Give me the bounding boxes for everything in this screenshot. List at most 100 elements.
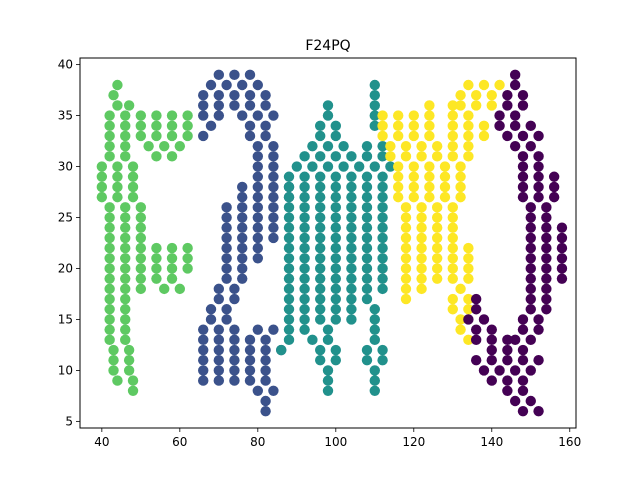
data-point [260,334,271,346]
data-point [221,273,232,284]
data-point [517,90,529,101]
data-point [315,232,326,244]
data-point [486,375,497,386]
data-point [463,110,474,121]
data-point [252,232,264,244]
data-point [198,100,209,111]
data-point [509,79,521,91]
data-point [120,263,131,274]
data-point [283,263,295,274]
data-point [517,130,529,142]
data-point [135,283,147,295]
data-point [127,375,139,386]
data-point [120,120,131,131]
data-point [112,191,123,203]
data-point [283,242,295,254]
data-point [533,151,544,162]
data-point [112,181,123,193]
data-point [315,222,326,233]
data-point [276,344,287,356]
data-point [463,253,474,264]
data-point [525,232,536,244]
data-point [377,344,388,356]
data-point [120,304,131,315]
data-point [123,344,135,356]
data-point [315,242,326,254]
data-point [166,242,178,254]
data-point [424,181,435,193]
data-point [315,293,326,305]
y-tick-label: 35 [58,109,73,123]
data-point [463,79,474,91]
data-point [252,202,264,213]
data-point [541,202,552,213]
data-point [525,253,536,264]
x-tick-label: 120 [402,435,425,449]
y-tick-label: 15 [58,312,73,326]
data-point [252,181,264,193]
data-point [330,232,341,244]
data-point [416,263,427,274]
data-point [221,304,232,315]
data-point [104,130,115,142]
data-point [268,232,279,244]
x-tick-label: 40 [94,435,109,449]
x-tick-label: 140 [480,435,503,449]
data-point [268,324,279,335]
data-point [377,202,388,213]
data-point [112,375,123,386]
data-point [346,232,357,244]
data-point [213,355,225,366]
data-point [120,130,131,142]
data-point [517,405,529,417]
data-point [244,90,256,101]
data-point [361,263,373,274]
data-point [486,90,497,101]
data-point [548,191,560,203]
data-point [135,242,147,254]
data-point [127,191,139,203]
data-point [424,161,435,172]
data-point [159,140,170,152]
data-point [330,304,341,315]
data-point [252,171,264,182]
data-point [525,242,536,254]
data-point [525,140,536,152]
data-point [392,161,404,172]
data-point [361,283,373,295]
data-point [213,324,225,335]
data-point [346,273,357,284]
data-point [509,140,521,152]
data-point [221,242,232,254]
data-point [330,130,341,142]
x-tick-label: 60 [172,435,187,449]
data-point [159,283,170,295]
data-point [361,191,373,203]
data-point [237,222,248,233]
data-point [353,161,365,172]
data-point [112,79,123,91]
data-point [463,334,474,346]
data-point [166,253,178,264]
data-point [151,273,162,284]
data-point [252,324,264,335]
data-point [400,232,412,244]
data-point [361,253,373,264]
data-point [315,171,326,182]
data-point [182,242,193,254]
data-point [221,263,232,274]
data-point [377,222,388,233]
data-point [315,253,326,264]
data-point [361,242,373,254]
data-point [424,191,435,203]
data-point [315,273,326,284]
data-point [502,100,513,111]
data-point [213,365,225,376]
data-point [447,140,458,152]
data-point [299,171,310,182]
data-point [478,365,490,376]
data-point [346,212,357,223]
data-point [424,130,435,142]
data-point [221,232,232,244]
data-point [120,324,131,335]
